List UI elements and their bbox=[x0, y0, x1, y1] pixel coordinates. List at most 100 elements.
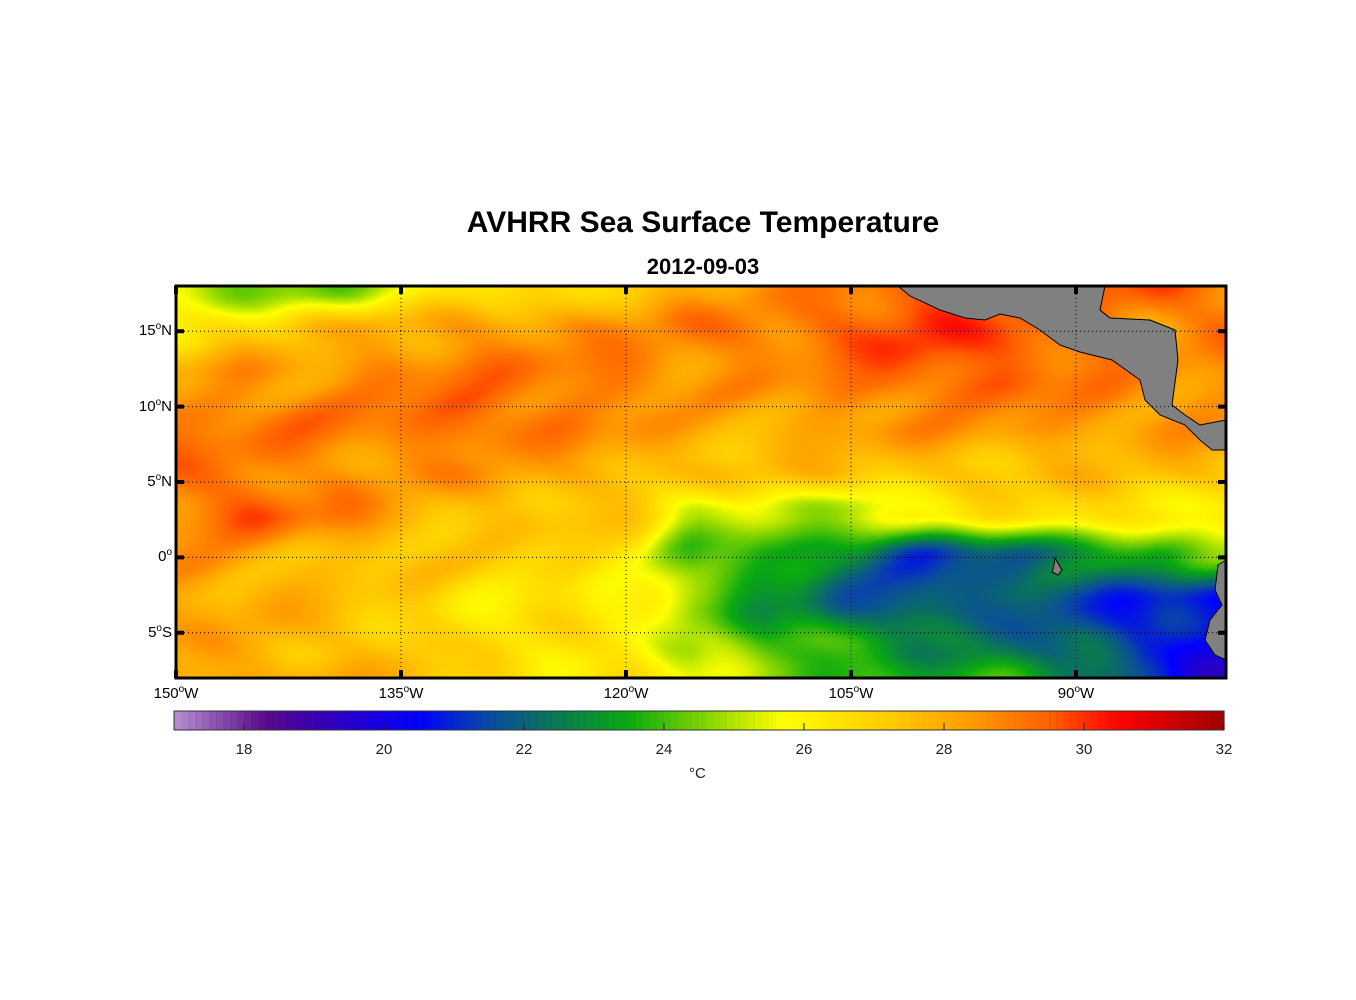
colorbar-segment bbox=[461, 711, 469, 730]
colorbar-segment bbox=[776, 711, 784, 730]
map-title: AVHRR Sea Surface Temperature bbox=[466, 206, 940, 239]
colorbar-segment bbox=[601, 711, 609, 730]
colorbar-tick-label: 18 bbox=[235, 741, 253, 758]
colorbar-segment bbox=[1098, 711, 1106, 730]
colorbar-segment bbox=[510, 711, 518, 730]
degree-mark: o bbox=[178, 684, 185, 695]
colorbar-segment bbox=[930, 711, 938, 730]
colorbar-segment bbox=[1196, 711, 1204, 730]
colorbar-segment bbox=[412, 711, 420, 730]
colorbar-segment bbox=[440, 711, 448, 730]
colorbar-segment bbox=[181, 711, 189, 730]
y-tick-label: 5oN bbox=[147, 472, 172, 490]
x-tick-label: 90oW bbox=[1058, 684, 1094, 702]
colorbar-segment bbox=[1140, 711, 1148, 730]
degree-mark: o bbox=[853, 684, 860, 695]
tick-number: 120 bbox=[603, 685, 629, 702]
hemisphere: W bbox=[409, 685, 424, 702]
colorbar-segment bbox=[1035, 711, 1043, 730]
colorbar-segment bbox=[636, 711, 644, 730]
colorbar-segment bbox=[615, 711, 623, 730]
colorbar-segment bbox=[881, 711, 889, 730]
colorbar-segment bbox=[1126, 711, 1134, 730]
colorbar-segment bbox=[657, 711, 665, 730]
hemisphere: W bbox=[859, 685, 874, 702]
colorbar-segment bbox=[384, 711, 392, 730]
colorbar-segment bbox=[944, 711, 952, 730]
colorbar-tick-label: 24 bbox=[655, 741, 673, 758]
colorbar-segment bbox=[216, 711, 224, 730]
colorbar-segment bbox=[909, 711, 917, 730]
colorbar-segment bbox=[860, 711, 868, 730]
degree-mark: o bbox=[155, 472, 162, 483]
hemisphere: N bbox=[161, 473, 172, 490]
colorbar-segment bbox=[293, 711, 301, 730]
tick-number: 5 bbox=[147, 473, 156, 490]
colorbar-segment bbox=[790, 711, 798, 730]
x-tick-label: 150oW bbox=[154, 684, 199, 702]
colorbar-segment bbox=[524, 711, 532, 730]
colorbar-unit: °C bbox=[689, 765, 706, 782]
colorbar-segment bbox=[958, 711, 966, 730]
colorbar-segment bbox=[573, 711, 581, 730]
colorbar-segment bbox=[769, 711, 777, 730]
colorbar-segment bbox=[839, 711, 847, 730]
colorbar-segment bbox=[867, 711, 875, 730]
colorbar-segment bbox=[1084, 711, 1092, 730]
colorbar-segment bbox=[1091, 711, 1099, 730]
colorbar-segment bbox=[678, 711, 686, 730]
colorbar-segment bbox=[699, 711, 707, 730]
colorbar-segment bbox=[720, 711, 728, 730]
colorbar-segment bbox=[762, 711, 770, 730]
colorbar-segment bbox=[496, 711, 504, 730]
colorbar-segment bbox=[972, 711, 980, 730]
colorbar-segment bbox=[622, 711, 630, 730]
land-central-america bbox=[896, 285, 1227, 451]
tick-number: 105 bbox=[828, 685, 854, 702]
colorbar-segment bbox=[951, 711, 959, 730]
tick-number: 5 bbox=[148, 623, 157, 641]
y-tick-label: 15oN bbox=[139, 321, 172, 339]
colorbar-segment bbox=[1175, 711, 1183, 730]
colorbar-segment bbox=[454, 711, 462, 730]
colorbar-segment bbox=[706, 711, 714, 730]
colorbar-segment bbox=[979, 711, 987, 730]
tick-number: 90 bbox=[1057, 685, 1075, 702]
colorbar-segment bbox=[1182, 711, 1190, 730]
colorbar-segment bbox=[223, 711, 231, 730]
colorbar-segment bbox=[1147, 711, 1155, 730]
colorbar-segment bbox=[1168, 711, 1176, 730]
colorbar-segment bbox=[594, 711, 602, 730]
colorbar-segment bbox=[279, 711, 287, 730]
colorbar-segment bbox=[566, 711, 574, 730]
colorbar-segment bbox=[923, 711, 931, 730]
map-date: 2012-09-03 bbox=[646, 254, 760, 279]
colorbar-tick-label: 32 bbox=[1215, 741, 1233, 758]
colorbar-segment bbox=[1014, 711, 1022, 730]
colorbar-segment bbox=[1042, 711, 1050, 730]
x-tick-label: 105oW bbox=[829, 684, 874, 702]
colorbar-segment bbox=[552, 711, 560, 730]
land-south-america bbox=[1204, 559, 1227, 661]
colorbar-segment bbox=[398, 711, 406, 730]
colorbar-segment bbox=[209, 711, 217, 730]
colorbar-segment bbox=[489, 711, 497, 730]
colorbar-segment bbox=[804, 711, 812, 730]
colorbar-segment bbox=[734, 711, 742, 730]
colorbar-segment bbox=[419, 711, 427, 730]
colorbar-segment bbox=[202, 711, 210, 730]
colorbar-segment bbox=[888, 711, 896, 730]
colorbar-segment bbox=[818, 711, 826, 730]
colorbar-segment bbox=[916, 711, 924, 730]
colorbar-segment bbox=[1203, 711, 1211, 730]
hemisphere: W bbox=[1080, 685, 1095, 702]
colorbar-segment bbox=[286, 711, 294, 730]
colorbar-segment bbox=[391, 711, 399, 730]
colorbar-segment bbox=[447, 711, 455, 730]
colorbar-segment bbox=[377, 711, 385, 730]
colorbar-segment bbox=[748, 711, 756, 730]
colorbar-segment bbox=[587, 711, 595, 730]
y-tick-label: 5oS bbox=[148, 623, 172, 641]
colorbar-segment bbox=[531, 711, 539, 730]
